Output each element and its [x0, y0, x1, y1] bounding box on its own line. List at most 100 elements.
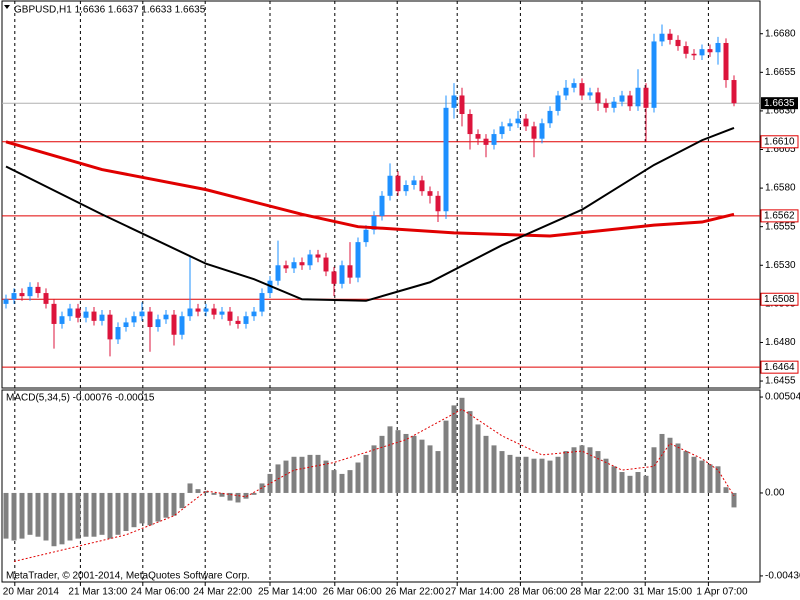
macd-bar — [411, 435, 417, 493]
candle-body — [715, 42, 721, 53]
macd-bar — [651, 447, 657, 493]
macd-bar — [243, 492, 249, 499]
macd-bar — [251, 492, 257, 495]
y-tick-label: -0.00436 — [765, 571, 800, 582]
macd-bar — [675, 443, 681, 493]
candle-body — [179, 316, 185, 335]
moving-average — [5, 140, 735, 238]
macd-bar — [459, 397, 465, 493]
candle-body — [123, 322, 129, 328]
candle-body — [587, 92, 593, 96]
candle-body — [147, 311, 153, 328]
macd-bar — [387, 426, 393, 493]
candle-body — [659, 33, 665, 42]
x-tick-label: 26 Mar 22:00 — [385, 587, 444, 598]
main-title: GBPUSD,H1 1.6636 1.6637 1.6633 1.6635 — [14, 5, 206, 16]
macd-bar — [67, 492, 73, 541]
candle-body — [651, 41, 657, 108]
macd-bar — [483, 435, 489, 493]
candle-body — [467, 113, 473, 135]
macd-bar — [691, 456, 697, 493]
candle-body — [387, 175, 393, 196]
candle-body — [699, 49, 705, 56]
macd-bar — [619, 472, 625, 493]
macd-bar — [291, 456, 297, 493]
macd-bar — [323, 460, 329, 493]
candle-body — [195, 308, 201, 312]
candle-body — [67, 308, 73, 317]
candle-body — [427, 191, 433, 196]
macd-bar — [315, 454, 321, 493]
x-tick-label: 20 Mar 2014 — [3, 587, 60, 598]
macd-bar — [419, 439, 425, 493]
macd-bar — [331, 470, 337, 493]
current-price-label: 1.6635 — [764, 98, 795, 109]
y-tick-label: 1.6655 — [765, 67, 796, 78]
candle-body — [235, 320, 241, 324]
macd-bar — [99, 492, 105, 535]
candle-body — [499, 126, 505, 135]
macd-bar — [403, 433, 409, 493]
candle-body — [419, 180, 425, 192]
moving-average — [5, 126, 735, 302]
macd-bar — [83, 492, 89, 537]
y-tick-label: 1.6680 — [765, 28, 796, 39]
candle-body — [411, 180, 417, 186]
y-tick-label: 0.00 — [765, 488, 785, 499]
candle-body — [139, 311, 145, 317]
candle-body — [355, 242, 361, 278]
candle-body — [611, 101, 617, 108]
candle-body — [491, 134, 497, 145]
macd-bar — [219, 492, 225, 497]
candle-body — [19, 293, 25, 297]
candle-body — [131, 316, 137, 323]
macd-bar — [283, 460, 289, 493]
y-tick-label: 1.6630 — [765, 106, 796, 117]
macd-bar — [3, 492, 9, 539]
candle-body — [643, 87, 649, 108]
candle-body — [683, 46, 689, 54]
macd-bar — [203, 491, 209, 493]
level-tag — [760, 360, 799, 374]
level-label: 1.6610 — [764, 136, 795, 147]
macd-bar — [435, 451, 441, 493]
candle-body — [539, 123, 545, 139]
candle-body — [395, 175, 401, 192]
macd-bar — [515, 456, 521, 493]
macd-bar — [507, 454, 513, 493]
macd-bar — [731, 492, 737, 508]
candle-body — [275, 265, 281, 281]
candle-body — [667, 33, 673, 40]
macd-bar — [427, 445, 433, 493]
macd-bar — [147, 492, 153, 526]
macd-bar — [635, 472, 641, 493]
candle-body — [547, 110, 553, 124]
candle-body — [299, 262, 305, 266]
macd-bar — [531, 458, 537, 493]
macd-bar — [115, 492, 121, 535]
macd-bar — [123, 492, 129, 532]
level-label: 1.6508 — [764, 294, 795, 305]
candle-body — [435, 195, 441, 212]
macd-bar — [235, 492, 241, 503]
candle-body — [27, 286, 33, 297]
candle-body — [75, 308, 81, 318]
candle-body — [603, 103, 609, 108]
candle-body — [243, 316, 249, 324]
macd-bar — [683, 451, 689, 493]
candle-body — [283, 265, 289, 269]
candle-body — [3, 299, 9, 304]
candle-body — [315, 254, 321, 258]
macd-bar — [299, 456, 305, 493]
macd-bar — [611, 466, 617, 493]
candle-body — [115, 327, 121, 340]
y-tick-label: 0.00504 — [765, 392, 800, 403]
candle-body — [515, 118, 521, 124]
candle-body — [155, 319, 161, 328]
macd-bar — [75, 492, 81, 539]
y-tick-label: 1.6480 — [765, 337, 796, 348]
menu-arrow — [4, 5, 10, 9]
macd-bar — [347, 470, 353, 493]
